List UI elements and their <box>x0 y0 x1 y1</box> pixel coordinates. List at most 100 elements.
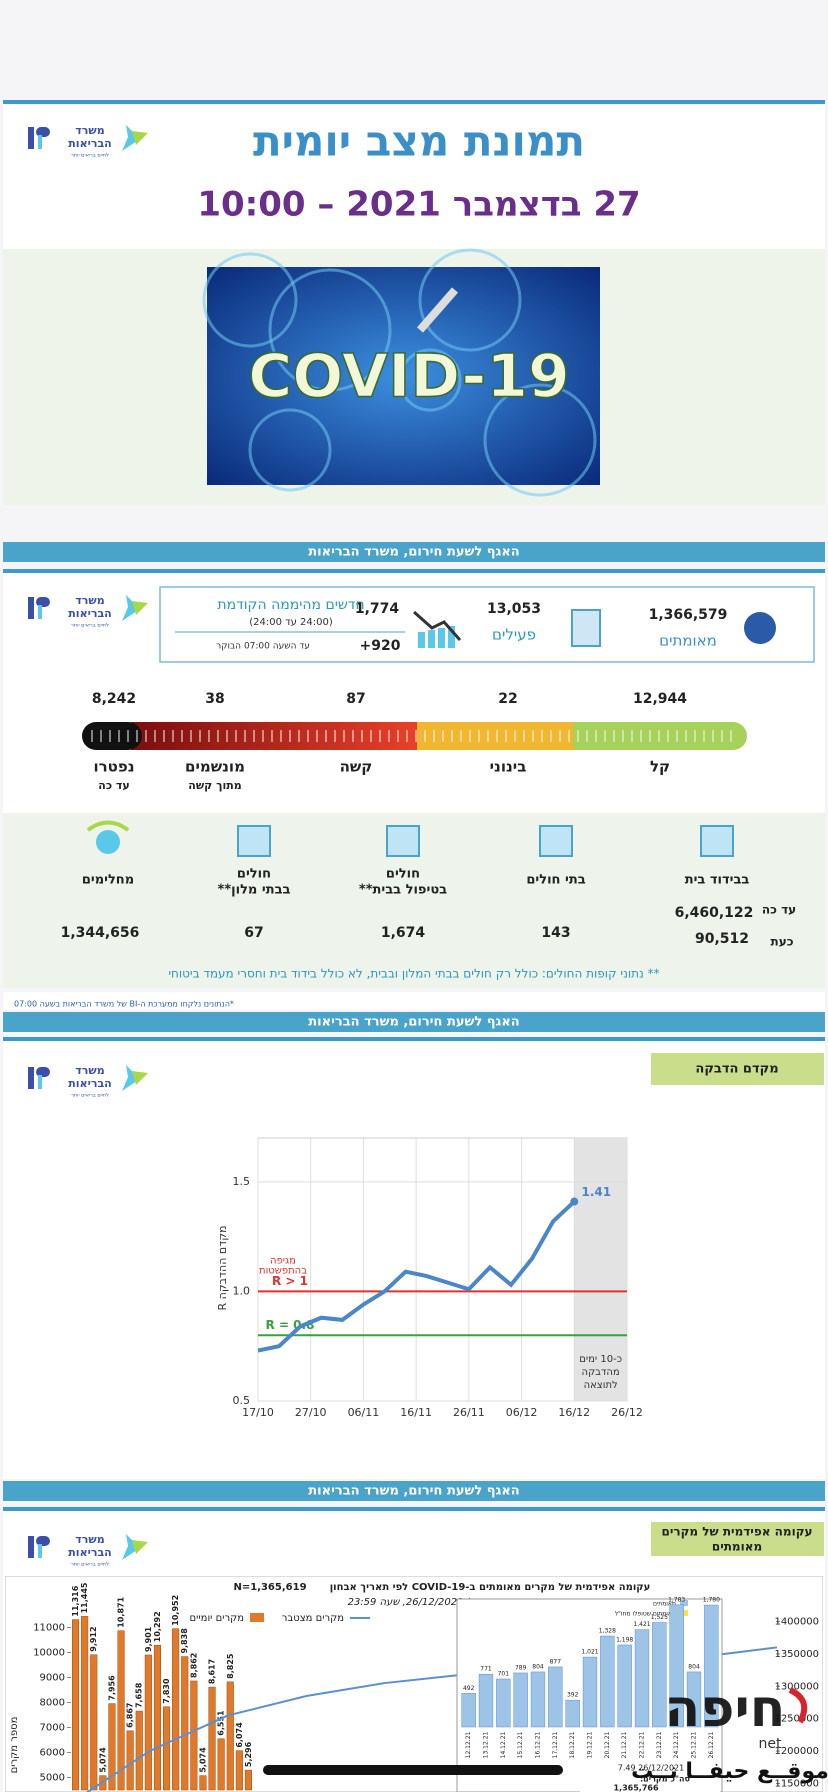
y2-tick-label: 1200000 <box>774 1746 819 1757</box>
inset-total: 1,365,766 <box>613 1784 658 1792</box>
clipboard-icon <box>571 609 601 647</box>
watermark-arabic: موقــع حيفــا نــت <box>631 1759 828 1784</box>
value-label: 11,445 <box>80 1582 89 1613</box>
footer-text: האגף לשעת חירום, משרד הבריאות <box>308 1015 519 1030</box>
severity-value: 12,944 <box>633 691 687 707</box>
logo-icon <box>28 597 34 619</box>
syringe <box>416 287 459 333</box>
inset-bar <box>496 1678 511 1728</box>
value-label: 1.41 <box>581 1185 611 1199</box>
y-axis-label: מקדם ההדבקה R <box>216 1226 229 1311</box>
inset-time: 7.49 26/12/2021 <box>618 1764 684 1773</box>
y-tick-label: 0.5 <box>233 1394 251 1407</box>
summary-box <box>159 586 815 663</box>
inset-bar <box>513 1672 528 1728</box>
severity-yellow <box>417 722 573 750</box>
status-area <box>0 0 828 97</box>
icon <box>700 825 734 857</box>
label: חולים <box>386 867 420 882</box>
reference-note: מגיפה <box>270 1255 296 1266</box>
icon <box>96 830 120 854</box>
logo-icon <box>38 605 42 619</box>
logo-icon <box>28 1067 34 1089</box>
logo-icon <box>36 597 50 607</box>
y-tick-label: 11000 <box>33 1623 65 1634</box>
value-label: 6,074 <box>235 1722 244 1748</box>
bar <box>208 1686 216 1791</box>
severity-sublabel: מתוך קשה <box>188 779 241 792</box>
bar <box>181 1656 189 1791</box>
inset-date: 23.12.21 <box>656 1731 663 1758</box>
logo-star <box>122 595 140 621</box>
value-label: 7,956 <box>107 1675 116 1701</box>
label: +920 <box>360 638 401 654</box>
label: פעילים <box>492 626 536 644</box>
inset-value-label: 1,780 <box>703 1597 720 1604</box>
bar <box>163 1706 171 1791</box>
label: 1,366,579 <box>649 607 728 623</box>
value: 67 <box>244 925 263 941</box>
logo-text: משרד <box>75 594 104 607</box>
inset-date: 26.12.21 <box>708 1731 715 1758</box>
shaded-label: לתוצאה <box>584 1380 618 1391</box>
label: 6,460,122 <box>675 905 754 921</box>
inset-date: 25.12.21 <box>691 1731 698 1758</box>
inset-date: 13.12.21 <box>483 1731 490 1758</box>
value: 1,674 <box>381 925 426 941</box>
value-label: 7,830 <box>162 1678 171 1704</box>
footer-bar <box>3 1012 825 1032</box>
inset-date: 16.12.21 <box>535 1731 542 1758</box>
x-tick-label: 16/12 <box>558 1406 590 1419</box>
bar <box>90 1654 98 1791</box>
y2-tick-label: 1250000 <box>774 1714 819 1725</box>
x-tick-label: 06/11 <box>348 1406 380 1419</box>
chart-icon-arrow <box>413 610 462 641</box>
logo-star <box>122 1065 140 1091</box>
inset-value-label: 1,421 <box>633 1621 650 1628</box>
watermark-mark <box>788 1687 808 1724</box>
footer-text: האגף לשעת חירום, משרד הבריאות <box>308 1484 519 1499</box>
logo-icon <box>36 127 50 137</box>
logo-text: הבריאות <box>68 607 111 620</box>
reference-label: R > 1 <box>272 1274 308 1288</box>
logo-text: הבריאות <box>68 1546 111 1559</box>
note: ** נתוני קופות החולים: כולל רק חולים בבת… <box>168 967 659 981</box>
x-tick-label: 27/10 <box>295 1406 327 1419</box>
logo-text: משרד <box>75 1064 104 1077</box>
value-label: 10,292 <box>153 1611 162 1642</box>
value-label: 9,912 <box>89 1626 98 1651</box>
virus-shape <box>268 268 392 392</box>
chart-n: N=1,365,619 <box>233 1582 306 1593</box>
label: בטיפול בבית** <box>359 883 447 898</box>
bar <box>199 1775 207 1791</box>
watermark-net: net <box>759 1736 782 1752</box>
y2-tick-label: 1400000 <box>774 1616 819 1627</box>
inset-legend: מאומתים <box>653 1601 676 1608</box>
footer-text: האגף לשעת חירום, משרד הבריאות <box>308 545 519 560</box>
icon <box>237 825 271 857</box>
value: 143 <box>541 925 570 941</box>
slide-top-line <box>3 100 825 104</box>
inset-value-label: 701 <box>498 1670 510 1677</box>
y2-tick-label: 1350000 <box>774 1649 819 1660</box>
inset-value-label: 789 <box>515 1664 527 1671</box>
label: (24:00 עד 24:00) <box>249 617 333 628</box>
x-tick-label: 17/10 <box>242 1406 274 1419</box>
inset-bar <box>600 1635 615 1728</box>
tag <box>651 1522 824 1556</box>
label: מחלימים <box>82 873 134 888</box>
inset-value-label: 771 <box>480 1666 492 1673</box>
label: בתי חולים <box>526 873 585 888</box>
inset-value-label: 392 <box>567 1692 579 1699</box>
inset-date: 22.12.21 <box>639 1731 646 1758</box>
y-axis-label: מספר מקרים <box>9 1717 20 1774</box>
title: תמונת מצב יומית <box>253 117 585 166</box>
logo-tagline: לחיים בריאים יותר <box>71 1562 109 1568</box>
inset-bar <box>617 1644 632 1728</box>
logo-icon <box>36 1536 50 1546</box>
logo-star <box>132 601 148 615</box>
logo-icon <box>38 135 42 149</box>
value-label: 8,862 <box>189 1653 198 1678</box>
